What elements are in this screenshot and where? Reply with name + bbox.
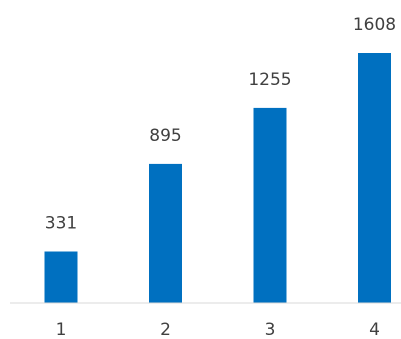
data-labels-group: 331 895 1255 1608 xyxy=(45,15,396,234)
x-tick-labels-group: 1 2 3 4 xyxy=(56,320,380,339)
bar-1 xyxy=(44,251,78,303)
bar-4 xyxy=(358,53,391,303)
bar-3 xyxy=(253,107,287,304)
data-label-2: 895 xyxy=(149,126,181,146)
bars-group xyxy=(44,53,391,304)
x-tick-label-1: 1 xyxy=(56,320,67,339)
bar-2 xyxy=(149,163,182,303)
x-tick-label-3: 3 xyxy=(265,320,276,339)
x-tick-label-4: 4 xyxy=(369,320,380,339)
data-label-1: 331 xyxy=(45,214,77,234)
data-label-4: 1608 xyxy=(353,15,396,35)
data-label-3: 1255 xyxy=(248,70,291,90)
x-tick-label-2: 2 xyxy=(160,320,171,339)
